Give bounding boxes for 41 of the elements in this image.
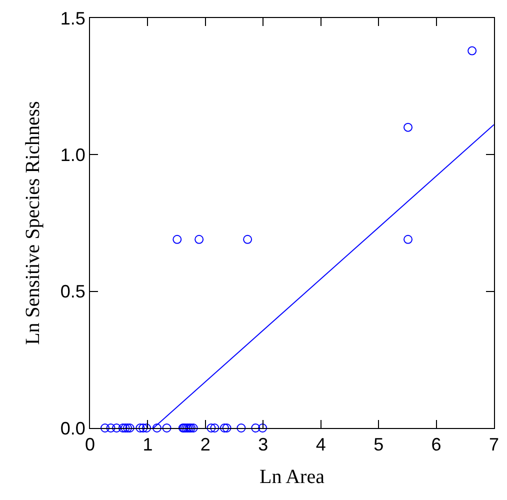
y-tick-label: 0.5: [60, 282, 86, 302]
point: [136, 424, 145, 432]
point: [468, 46, 477, 56]
x-tick-label: 2: [200, 434, 210, 455]
point: [162, 424, 172, 432]
point: [220, 424, 229, 432]
point: [404, 234, 413, 244]
x-tick-label: 0: [84, 434, 96, 455]
point: [172, 234, 182, 244]
point: [404, 122, 413, 132]
point: [210, 424, 220, 432]
point: [142, 424, 152, 432]
point: [258, 424, 268, 432]
x-tick-label: 5: [374, 434, 384, 455]
point: [123, 424, 132, 432]
x-tick-label: 7: [488, 434, 500, 455]
point: [118, 424, 128, 432]
point: [112, 424, 122, 432]
x-tick-label: 3: [258, 434, 268, 455]
point: [138, 424, 148, 432]
point: [120, 424, 130, 432]
x-axis-title: Ln Area: [260, 466, 325, 488]
point: [100, 424, 110, 432]
y-tick-label: 0.0: [60, 418, 86, 438]
x-tick-label: 1: [142, 434, 153, 455]
point: [125, 424, 134, 432]
point: [186, 424, 196, 432]
y-tick-label: 1.5: [60, 8, 86, 28]
point: [206, 424, 216, 432]
point: [152, 424, 162, 432]
x-tick-label: 4: [316, 434, 326, 455]
point: [106, 424, 116, 432]
point: [222, 424, 232, 432]
y-axis-title: Ln Sensitive Species Richness: [22, 100, 44, 345]
point: [236, 424, 246, 432]
x-tick-label: 6: [431, 434, 442, 455]
point: [188, 424, 198, 432]
point: [194, 234, 204, 244]
point: [243, 234, 252, 244]
point: [251, 424, 260, 432]
y-tick-label: 1.0: [60, 144, 86, 165]
